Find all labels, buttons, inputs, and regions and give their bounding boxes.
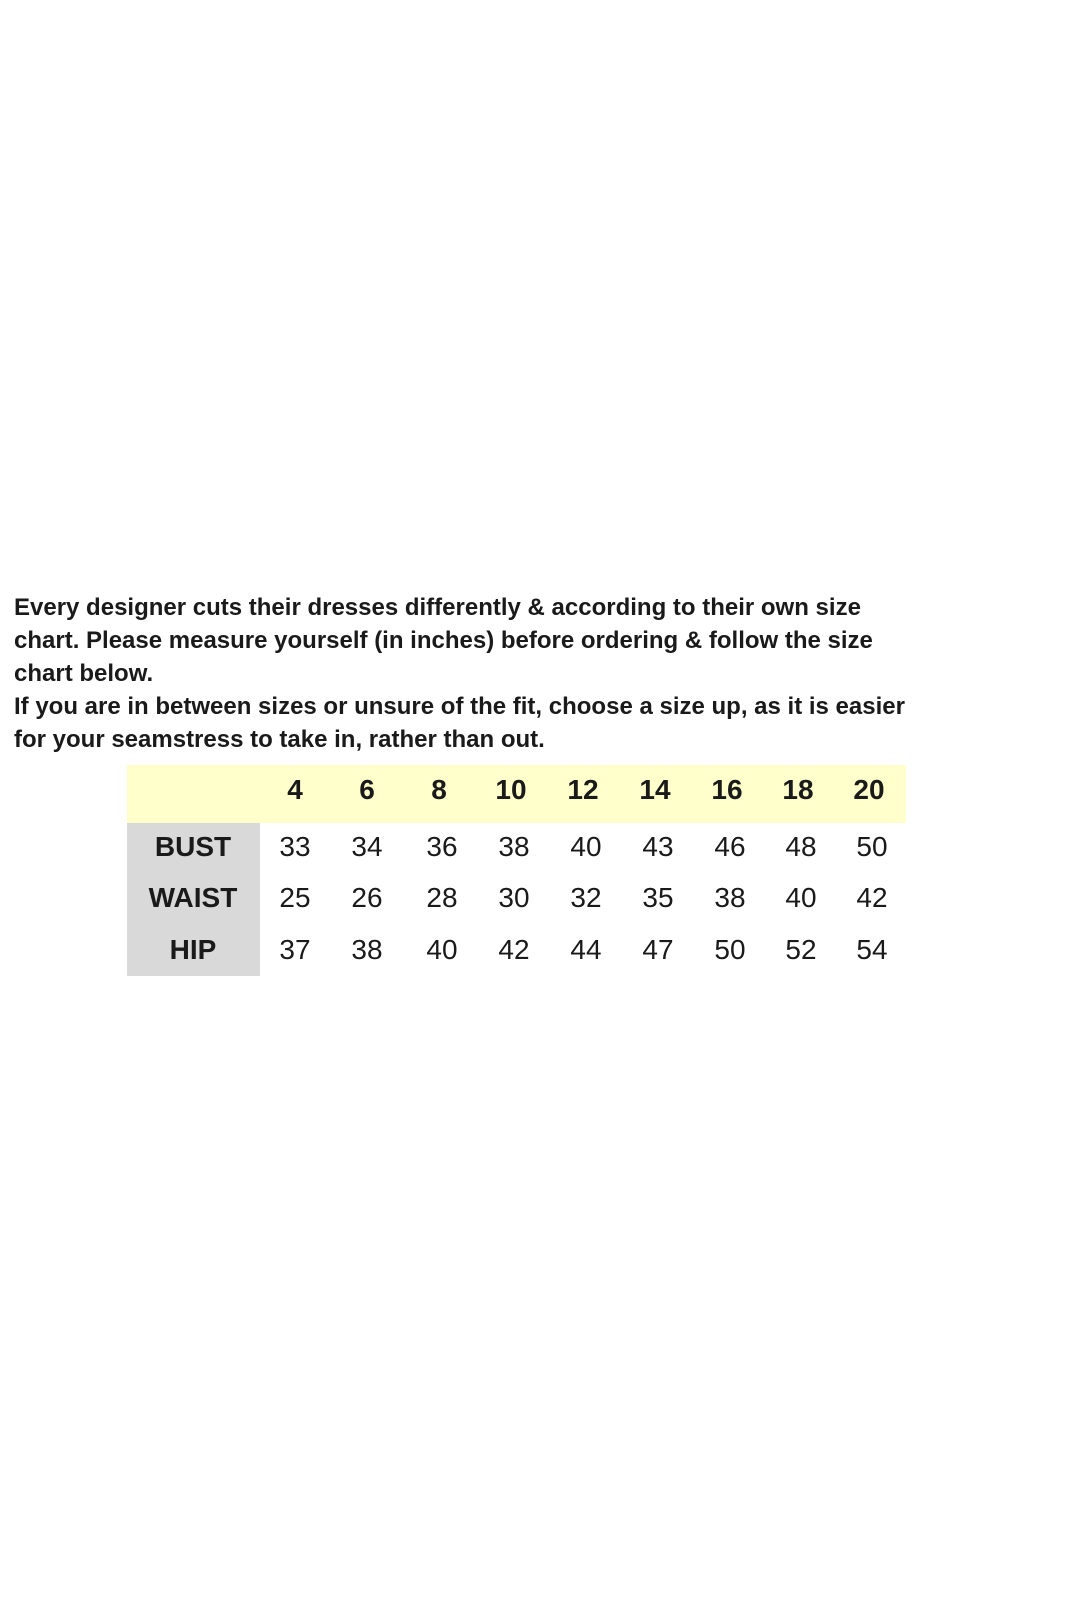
measurement: 28	[426, 882, 458, 913]
measurement: 38	[351, 934, 383, 965]
measurement: 47	[642, 934, 674, 965]
intro-line: chart. Please measure yourself (in inche…	[14, 627, 873, 654]
measurement: 32	[570, 882, 602, 913]
measurement: 48	[785, 831, 817, 862]
size-header: 20	[853, 774, 885, 805]
measurement: 37	[279, 934, 311, 965]
measurement: 50	[856, 831, 888, 862]
size-header: 6	[359, 774, 375, 805]
measurement: 42	[498, 934, 530, 965]
measurement: 36	[426, 831, 458, 862]
size-header: 4	[287, 774, 303, 805]
measurement: 38	[714, 882, 746, 913]
measurement: 52	[785, 934, 817, 965]
row-label: WAIST	[148, 882, 238, 913]
measurement: 42	[856, 882, 888, 913]
measurement: 40	[785, 882, 817, 913]
measurement: 54	[856, 934, 888, 965]
measurement: 50	[714, 934, 746, 965]
row-label: BUST	[154, 831, 232, 862]
measurement: 44	[570, 934, 602, 965]
intro-line: chart below.	[14, 660, 154, 687]
measurement: 35	[642, 882, 674, 913]
label-band	[127, 823, 260, 976]
intro-line: If you are in between sizes or unsure of…	[14, 693, 905, 720]
intro-line: Every designer cuts their dresses differ…	[14, 594, 861, 621]
measurement: 25	[279, 882, 311, 913]
measurement: 40	[426, 934, 458, 965]
measurement: 34	[351, 831, 383, 862]
measurement: 43	[642, 831, 674, 862]
measurement: 30	[498, 882, 530, 913]
size-header: 18	[782, 774, 814, 805]
measurement: 40	[570, 831, 602, 862]
size-header: 16	[711, 774, 743, 805]
measurement: 26	[351, 882, 383, 913]
measurement: 33	[279, 831, 311, 862]
size-header: 8	[431, 774, 447, 805]
row-label: HIP	[169, 934, 217, 965]
size-header: 12	[567, 774, 599, 805]
measurement: 46	[714, 831, 746, 862]
size-header: 10	[495, 774, 527, 805]
measurement: 38	[498, 831, 530, 862]
header-band	[127, 765, 906, 823]
intro-line: for your seamstress to take in, rather t…	[14, 726, 545, 753]
size-header: 14	[639, 774, 671, 805]
